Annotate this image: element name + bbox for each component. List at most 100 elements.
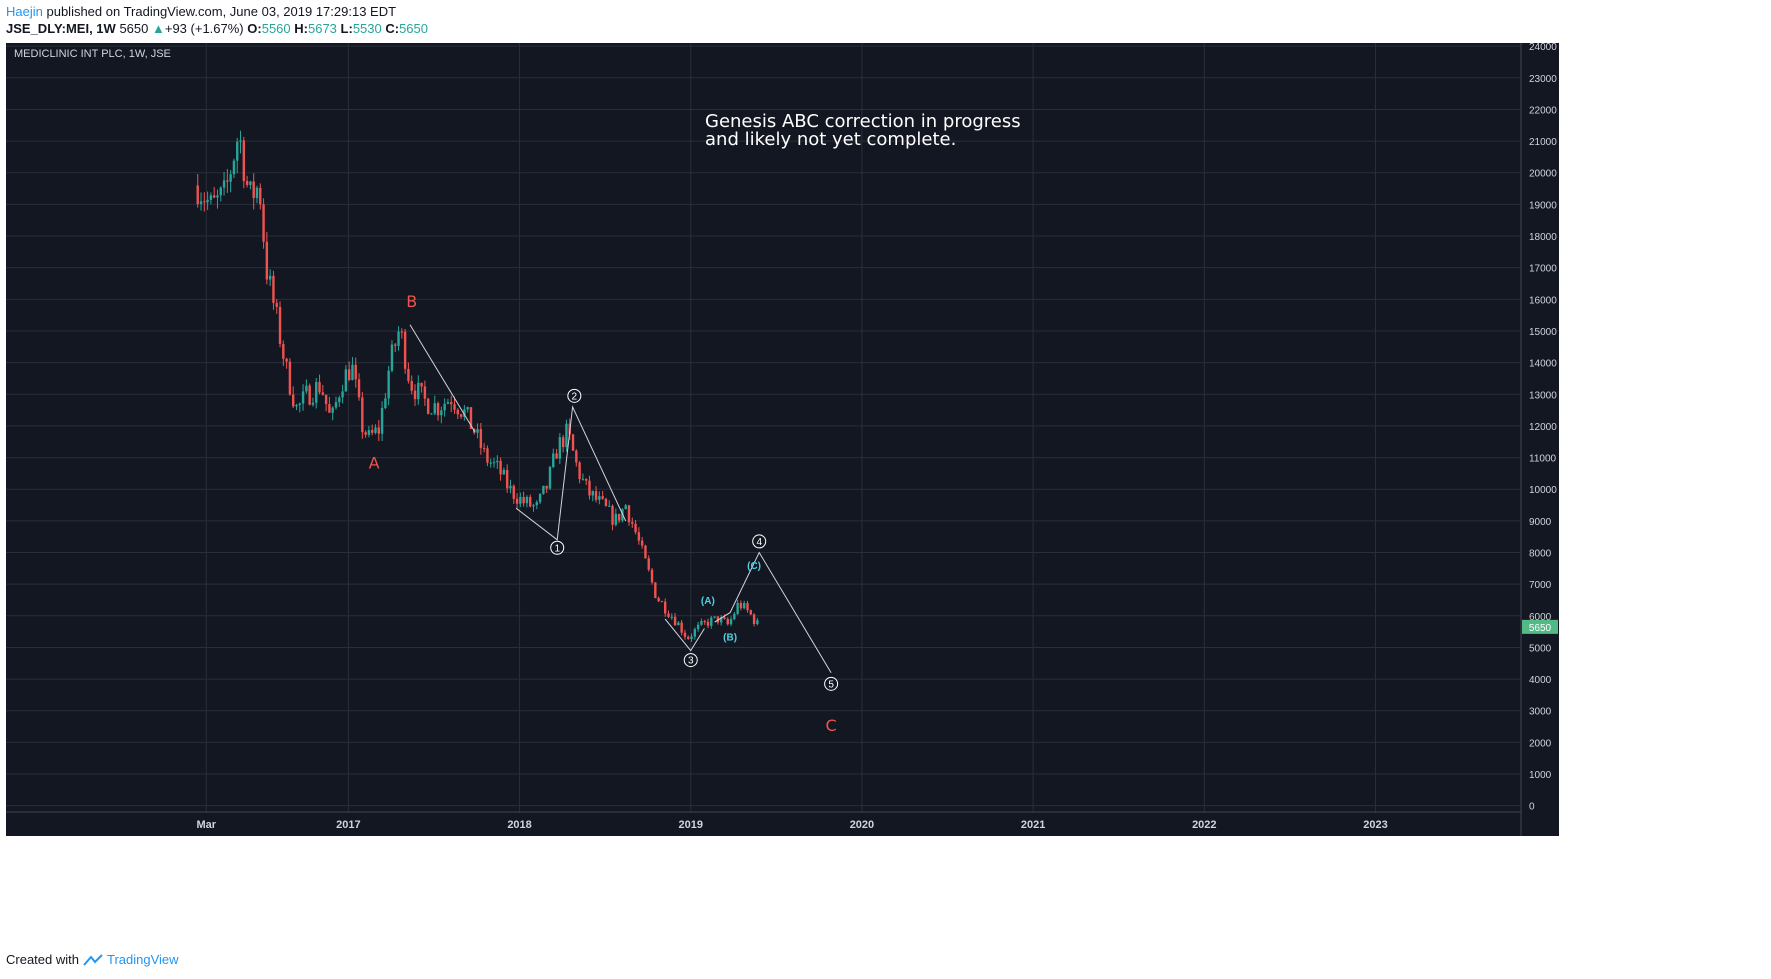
candle-body — [344, 369, 348, 392]
author-link[interactable]: Haejin — [6, 4, 43, 19]
y-tick-label: 15000 — [1529, 327, 1557, 338]
close-label: C: — [385, 21, 400, 36]
candle-body — [693, 629, 697, 637]
grid — [6, 43, 1521, 812]
candle-body — [394, 344, 397, 346]
candle-body — [575, 450, 578, 463]
candle-body — [222, 180, 226, 188]
candle-body — [542, 485, 545, 494]
candle-body — [466, 407, 469, 410]
candle-body — [196, 185, 199, 205]
high-value: 5673 — [307, 21, 337, 36]
candle-body — [733, 613, 736, 620]
candle-body — [390, 344, 394, 371]
candle-body — [509, 485, 512, 489]
candle-body — [410, 381, 413, 391]
candle-body — [236, 141, 239, 161]
price-axis[interactable]: 0 1000 2000 3000 4000 5000 6000 7000 8000 9000 100… — [1529, 43, 1557, 813]
candle-body — [627, 505, 631, 523]
wave-label-circle — [824, 676, 839, 691]
candle-body — [571, 434, 575, 451]
candle-body — [328, 404, 331, 413]
wave-line — [515, 405, 627, 541]
candle-body — [558, 437, 562, 459]
candle-body — [239, 140, 242, 142]
candle-body — [489, 462, 492, 464]
y-tick-label: 13000 — [1529, 390, 1557, 401]
tradingview-link[interactable]: TradingView — [106, 952, 179, 967]
candle-body — [265, 241, 269, 280]
y-tick-label: 21000 — [1529, 137, 1557, 148]
candle-body — [413, 390, 417, 400]
candle-body — [660, 601, 664, 603]
candle-body — [716, 616, 720, 623]
candle-body — [756, 620, 759, 625]
candle-body — [282, 343, 285, 359]
open-label: O: — [247, 21, 262, 36]
candle-body — [640, 540, 644, 546]
wave-label-number: 1 — [554, 543, 560, 554]
y-tick-label: 22000 — [1529, 105, 1557, 116]
candle-body — [374, 427, 377, 433]
candle-body — [739, 602, 743, 609]
candle-body — [324, 394, 328, 405]
wave-label-red: C — [826, 716, 837, 735]
candle-body — [713, 616, 716, 618]
candle-body — [268, 275, 272, 280]
wave-line — [664, 618, 705, 652]
candle-body — [486, 448, 489, 463]
wave-label-cyan: (A) — [701, 596, 715, 607]
candle-body — [357, 379, 361, 398]
candle-body — [459, 414, 463, 417]
y-tick-label: 0 — [1529, 802, 1535, 813]
candle-body — [710, 617, 713, 626]
candle-body — [673, 616, 677, 626]
candle-body — [535, 502, 539, 506]
candle-body — [752, 614, 756, 625]
candle-body — [285, 358, 288, 362]
candle-body — [663, 601, 667, 614]
candle-body — [680, 622, 683, 633]
candle-body — [548, 466, 552, 489]
candle-body — [463, 409, 466, 417]
candle-body — [212, 195, 216, 198]
wave-line — [409, 324, 476, 433]
y-tick-label: 14000 — [1529, 359, 1557, 370]
chart[interactable]: A B C 1 2 3 4 5 (A) (B) (C) 0 1000 2000 3000 4000 5000 6… — [6, 43, 1559, 836]
candle-body — [529, 496, 532, 507]
candle-body — [637, 532, 641, 541]
time-axis[interactable]: Mar 2017 2018 2019 2020 2021 2022 2023 — [197, 819, 1388, 831]
symbol: JSE_DLY:MEI, 1W — [6, 21, 116, 36]
candle-body — [209, 195, 213, 200]
y-tick-label: 10000 — [1529, 485, 1557, 496]
y-tick-label: 9000 — [1529, 517, 1552, 528]
y-tick-label: 19000 — [1529, 200, 1557, 211]
candle-body — [736, 602, 739, 614]
footer: Created with TradingView — [6, 952, 179, 967]
candle-body — [301, 391, 305, 404]
candle-body — [407, 368, 410, 382]
candle-body — [453, 404, 456, 410]
candle-body — [384, 398, 387, 409]
candle-body — [249, 181, 252, 185]
candle-body — [259, 187, 262, 205]
chart-title: MEDICLINIC INT PLC, 1W, JSE — [14, 48, 171, 60]
candle-body — [199, 201, 203, 205]
candle-body — [631, 522, 634, 524]
annotation-line-1: Genesis ABC correction in progress — [705, 111, 1021, 132]
candle-body — [749, 610, 752, 615]
candle-body — [262, 204, 265, 242]
candle-body — [683, 632, 687, 637]
candle-body — [706, 621, 710, 626]
candle-body — [581, 478, 585, 480]
low-value: 5530 — [352, 21, 382, 36]
wave-line — [714, 551, 832, 674]
candle-body — [505, 469, 509, 489]
candle-body — [479, 429, 483, 448]
wave-label-circle — [567, 388, 582, 403]
candle-body — [469, 407, 473, 429]
y-tick-label: 12000 — [1529, 422, 1557, 433]
candle-body — [624, 505, 627, 510]
candle-body — [482, 447, 486, 449]
candle-body — [634, 523, 637, 533]
